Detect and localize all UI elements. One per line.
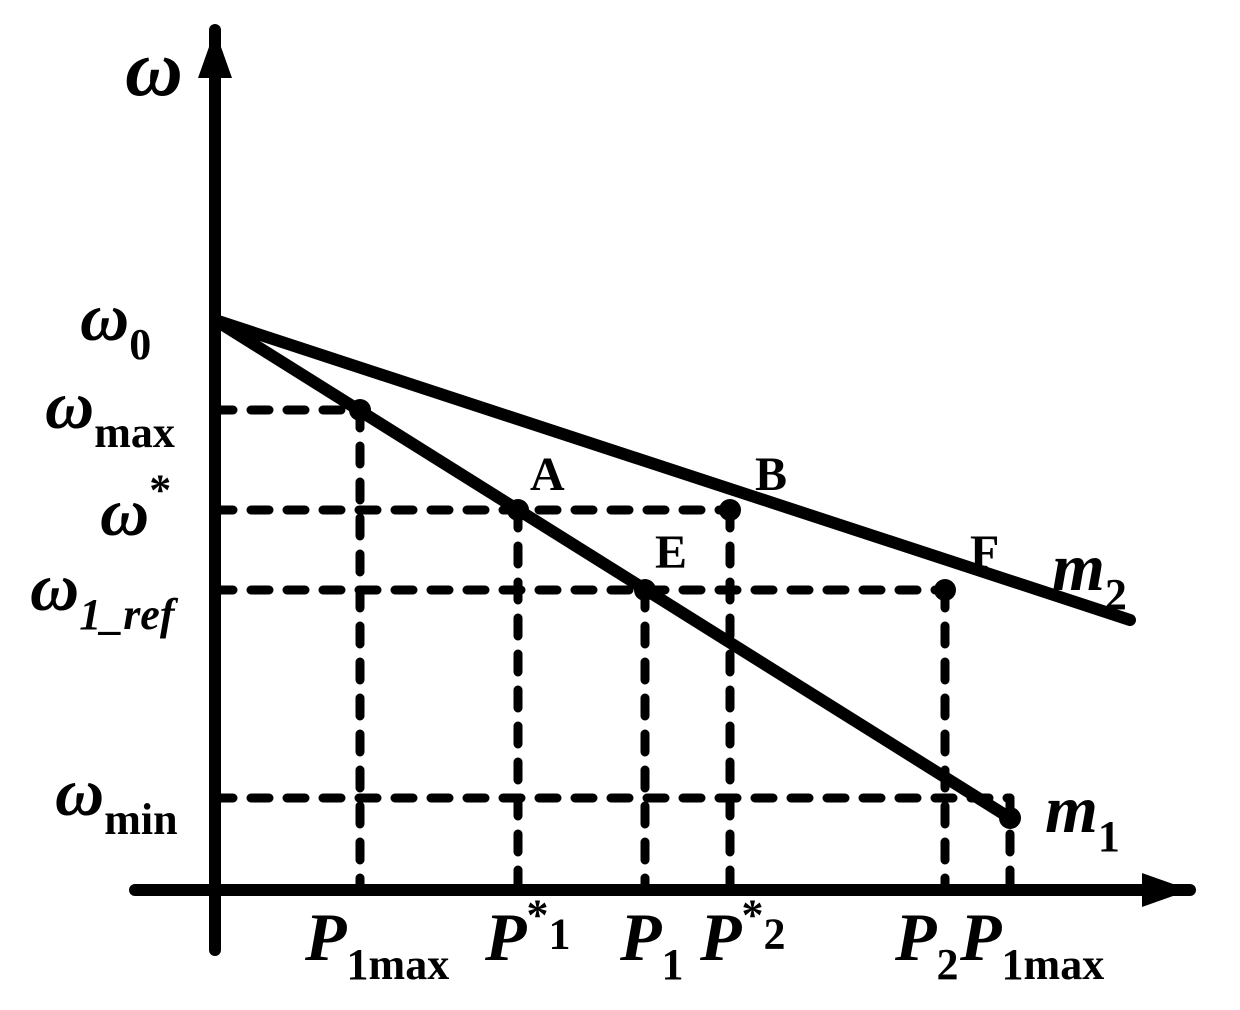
x-label-1: P*1 — [484, 890, 571, 975]
label-point-F: F — [970, 526, 999, 579]
point-F — [934, 579, 956, 601]
label-m1: m1 — [1045, 771, 1120, 861]
x-label-2: P1 — [619, 899, 684, 989]
y-axis-arrow — [198, 30, 232, 78]
x-label-4: P2 — [894, 899, 959, 989]
label-point-E: E — [655, 526, 687, 579]
point-E — [634, 579, 656, 601]
point-A — [507, 499, 529, 521]
x-label-3: P*2 — [699, 890, 786, 975]
label-point-A: A — [530, 448, 565, 501]
point-B — [719, 499, 741, 521]
droop-curve-diagram: ωω0ωmaxω*ω1_refωminP1maxP*1P1P*2P2P1maxA… — [0, 0, 1240, 1010]
x-label-5: P1max — [959, 899, 1104, 989]
label-wmax: ωmax — [45, 367, 175, 457]
point-m1-end — [999, 807, 1021, 829]
x-label-0: P1max — [304, 899, 449, 989]
line-m1 — [215, 320, 1010, 818]
label-wmin: ωmin — [55, 754, 178, 844]
y-axis-label: ω — [125, 25, 183, 113]
x-axis-arrow — [1142, 873, 1190, 907]
label-wstar: ω* — [100, 465, 171, 550]
label-w1ref: ω1_ref — [30, 549, 179, 639]
label-w0: ω0 — [80, 279, 151, 369]
label-point-B: B — [755, 448, 787, 501]
point-wmax — [349, 399, 371, 421]
